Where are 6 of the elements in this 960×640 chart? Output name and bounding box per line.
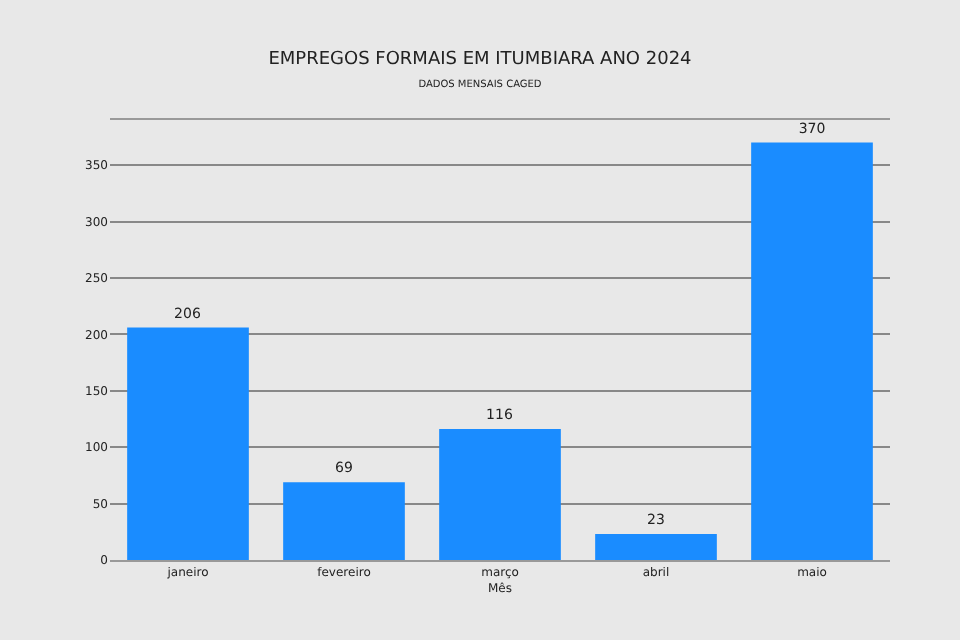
bar [127,327,249,560]
bar [751,142,873,560]
bar [283,482,405,560]
chart-title: EMPREGOS FORMAIS EM ITUMBIARA ANO 2024 [268,50,693,70]
bar [595,534,717,560]
bar [439,429,561,560]
